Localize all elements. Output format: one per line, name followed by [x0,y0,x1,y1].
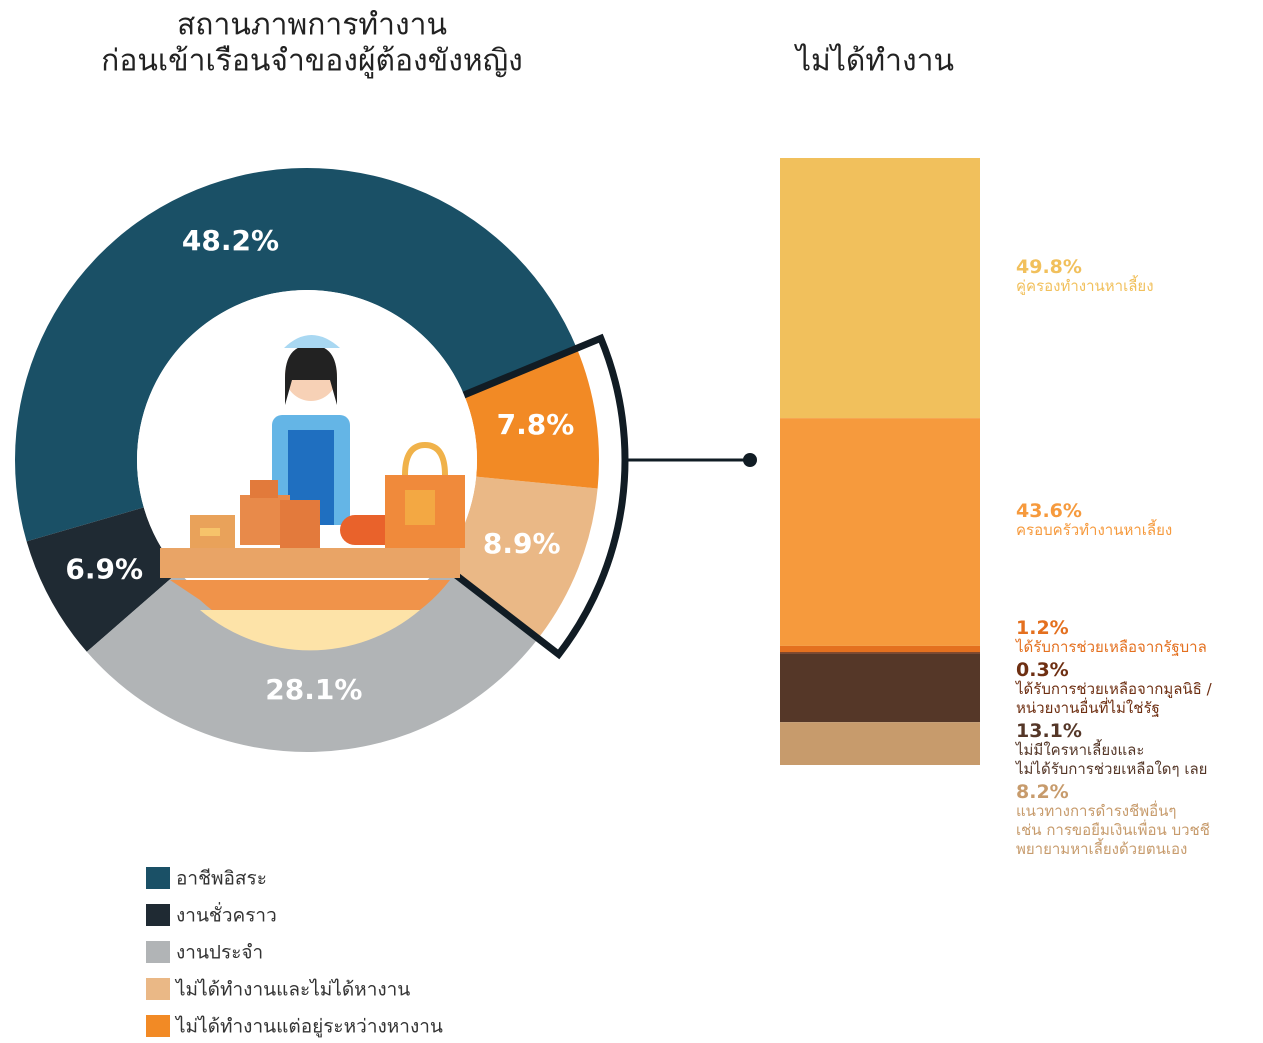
segment-label: 13.1% ไม่มีใครหาเลี้ยงและ ไม่ได้รับการช่ว… [1016,722,1261,779]
pie-slice [15,168,577,542]
stacked-bar [780,158,980,765]
bar-segment [780,645,980,653]
series-name: ได้รับการช่วยเหลือจากรัฐบาล [1016,638,1207,657]
value-label: 7.8% [497,408,575,441]
value-label: 48.2% [182,224,279,257]
segment-label: 0.3% ได้รับการช่วยเหลือจากมูลนิธิ / หน่วย… [1016,661,1261,718]
chart-title: สถานภาพการทำงาน [177,8,447,43]
legend-label: อาชีพอิสระ [176,868,267,890]
value-label: 0.3% [1016,659,1069,682]
donut: 48.2% 6.9% 28.1% 8.9% 7.8% [15,168,757,752]
legend: อาชีพอิสระงานชั่วคราวงานประจำไม่ได้ทำงาน… [146,867,443,1038]
series-name: ได้รับการช่วยเหลือจากมูลนิธิ / หน่วยงานอ… [1016,680,1212,718]
series-name: ครอบครัวทำงานหาเลี้ยง [1016,521,1173,540]
legend-swatch [146,941,170,963]
legend-label: งานประจำ [176,942,263,964]
series-name: ไม่มีใครหาเลี้ยงและ ไม่ได้รับการช่วยเหลื… [1016,741,1208,779]
legend-swatch [146,867,170,889]
value-label: 13.1% [1016,720,1082,743]
value-label: 43.6% [1016,500,1082,523]
value-label: 8.2% [1016,781,1069,804]
illustration [137,290,477,651]
chart-title: ก่อนเข้าเรือนจำของผู้ต้องขังหญิง [101,44,523,79]
segment-label: 1.2% ได้รับการช่วยเหลือจากรัฐบาล [1016,619,1261,657]
series-name: แนวทางการดำรงชีพอื่นๆ เช่น การขอยืมเงินเ… [1016,802,1210,859]
legend-swatch [146,1015,170,1037]
segment-label: 43.6% ครอบครัวทำงานหาเลี้ยง [1016,502,1261,540]
legend-swatch [146,978,170,1000]
pie-slice [26,507,179,652]
value-label: 49.8% [1016,256,1082,279]
value-label: 6.9% [65,553,143,586]
series-name: คู่ครองทำงานหาเลี้ยง [1016,277,1154,296]
legend-label: งานชั่วคราว [176,902,277,927]
value-label: 8.9% [483,527,561,560]
segment-label: 8.2% แนวทางการดำรงชีพอื่นๆ เช่น การขอยืมเ… [1016,783,1261,859]
chart-title: ไม่ได้ทำงาน [794,43,954,79]
bar-segment [780,652,980,654]
value-label: 1.2% [1016,617,1069,640]
bar-segment [780,653,980,723]
connector-dot [743,453,757,467]
bar-segment [780,722,980,765]
segment-label: 49.8% คู่ครองทำงานหาเลี้ยง [1016,258,1261,296]
legend-label: ไม่ได้ทำงานและไม่ได้หางาน [174,979,410,1001]
pie-slice [86,563,539,752]
bar-segment [780,158,980,419]
value-label: 28.1% [265,673,362,706]
pie-slice [441,476,598,639]
legend-label: ไม่ได้ทำงานแต่อยู่ระหว่างหางาน [174,1016,443,1038]
bar-segment [780,418,980,646]
legend-swatch [146,904,170,926]
